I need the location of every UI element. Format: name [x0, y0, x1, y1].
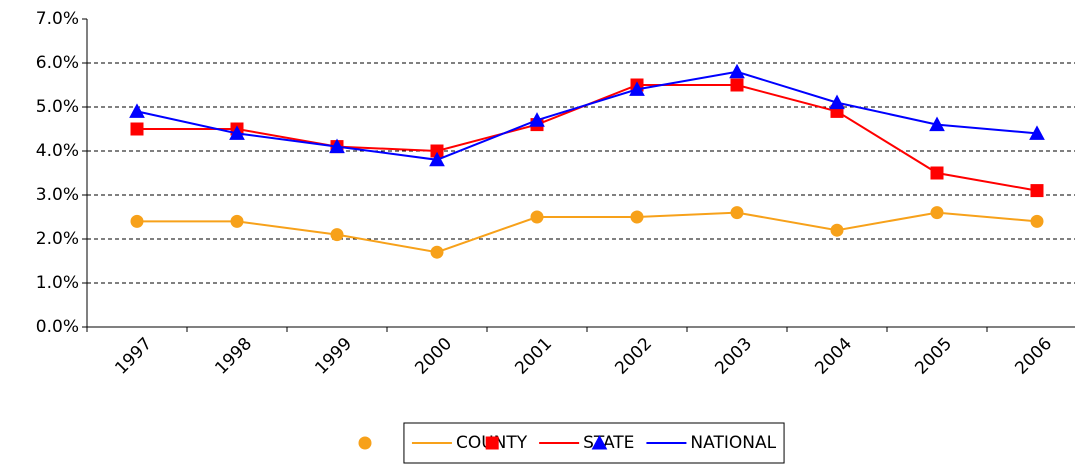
legend: COUNTYSTATENATIONAL — [403, 422, 785, 464]
x-tick-label: 2000 — [411, 334, 456, 379]
data-point — [829, 94, 845, 110]
data-point — [1030, 214, 1044, 228]
x-tick-label: 2002 — [611, 334, 656, 379]
data-point — [129, 103, 145, 118]
data-point — [329, 138, 345, 154]
x-tick-label: 1998 — [211, 334, 256, 379]
data-point — [429, 151, 445, 167]
data-point — [930, 206, 944, 220]
data-point — [830, 223, 844, 237]
data-point — [629, 81, 645, 96]
data-point — [730, 78, 744, 92]
data-point — [929, 116, 945, 132]
y-tick-label: 0.0% — [36, 317, 79, 337]
series-line — [136, 70, 1038, 161]
data-point — [529, 112, 545, 127]
data-point — [430, 245, 444, 259]
x-tick-label: 1997 — [111, 334, 156, 379]
data-point — [730, 206, 744, 220]
data-point — [530, 210, 544, 224]
x-tick-label: 2006 — [1011, 334, 1056, 379]
legend-label: STATE — [583, 433, 634, 453]
y-tick-label: 5.0% — [36, 97, 79, 117]
data-point — [130, 214, 144, 228]
x-tick-label: 2001 — [511, 334, 556, 379]
y-tick-label: 2.0% — [36, 229, 79, 249]
y-tick-label: 6.0% — [36, 53, 79, 73]
y-tick-label: 3.0% — [36, 185, 79, 205]
legend-marker — [485, 436, 499, 450]
x-tick-label: 2003 — [711, 334, 756, 379]
legend-label: NATIONAL — [690, 433, 776, 453]
legend-box — [403, 422, 785, 464]
y-tick-label: 1.0% — [36, 273, 79, 293]
y-tick-label: 7.0% — [36, 9, 79, 29]
x-tick-label: 2004 — [811, 334, 856, 379]
data-point — [229, 125, 245, 140]
data-point — [130, 122, 144, 136]
x-tick-label: 1999 — [311, 334, 356, 379]
data-point — [330, 228, 344, 242]
data-point — [630, 210, 644, 224]
y-tick-label: 4.0% — [36, 141, 79, 161]
data-point — [729, 63, 745, 79]
x-tick-label: 2005 — [911, 334, 956, 379]
legend-marker — [358, 436, 372, 450]
data-point — [930, 166, 944, 180]
legend-marker — [591, 434, 608, 450]
data-point — [230, 214, 244, 228]
data-point — [1030, 184, 1044, 198]
data-point — [1029, 125, 1045, 140]
series-line — [137, 211, 1038, 254]
